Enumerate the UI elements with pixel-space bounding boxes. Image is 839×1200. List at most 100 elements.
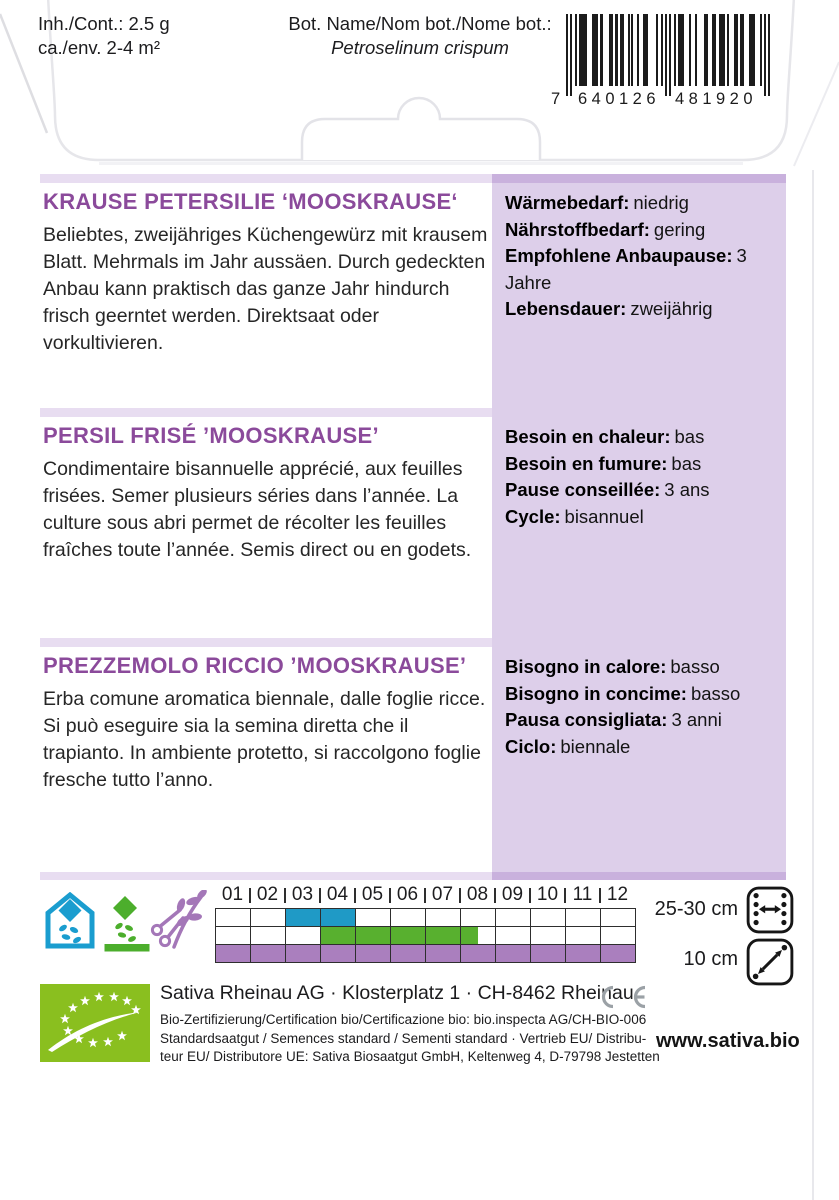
plant-spacing-label: 10 cm <box>683 948 738 970</box>
barcode-bar <box>750 14 754 86</box>
certification-text: Bio-Zertifizierung/Certification bio/Cer… <box>160 1011 660 1067</box>
barcode-bar <box>636 14 640 86</box>
barcode-bar <box>600 14 603 86</box>
calendar-cell <box>425 908 460 926</box>
barcode-bar <box>718 14 721 86</box>
fact-row: Pause conseillée: 3 ans <box>505 479 710 500</box>
barcode-bar <box>695 14 698 86</box>
calendar-cell <box>390 926 425 944</box>
calendar-cell <box>285 944 320 962</box>
plant-spacing-icon <box>746 938 794 986</box>
company-address: Sativa Rheinau AG · Klosterplatz 1 · CH-… <box>160 982 634 1004</box>
barcode-bar <box>740 14 743 86</box>
fact-row: Empfohlene Anbaupause: 3 Jahre <box>505 245 747 293</box>
barcode-bar <box>574 14 577 86</box>
calendar-month-label: 05 <box>354 884 390 908</box>
calendar-cell <box>355 944 390 962</box>
calendar-month-label: 06 <box>389 884 425 908</box>
section-divider <box>40 174 492 183</box>
section-body-de: Beliebtes, zweijähriges Küchengewürz mit… <box>43 224 488 354</box>
calendar-month-label: 03 <box>284 884 320 908</box>
direct-sowing-icon <box>104 896 150 952</box>
calendar-cell <box>495 926 530 944</box>
calendar-cell <box>530 926 565 944</box>
barcode: 7 640126 481920 <box>551 14 772 112</box>
section-body-it: Erba comune aromatica biennale, dalle fo… <box>43 688 486 791</box>
barcode-bar <box>727 14 730 86</box>
calendar-months: 01 02 03 04 05 06 07 08 09 10 11 12 <box>215 884 635 908</box>
section-divider <box>40 872 492 880</box>
section-title-fr: PERSIL FRISÉ ’MOOSKRAUSE’ <box>43 423 379 448</box>
coverage-area: ca./env. 2-4 m² <box>38 37 161 58</box>
calendar-month-label: 02 <box>249 884 285 908</box>
calendar-cell <box>600 908 635 926</box>
barcode-bar <box>630 14 633 86</box>
calendar-cell <box>355 926 390 944</box>
barcode-bar <box>615 14 618 86</box>
section-divider <box>40 408 492 417</box>
barcode-digit-first: 7 <box>551 90 561 108</box>
harvest-scissors-icon <box>150 890 207 949</box>
calendar-cell <box>460 944 495 962</box>
calendar-cell <box>215 926 250 944</box>
calendar-month-label: 07 <box>424 884 460 908</box>
row-spacing-icon <box>746 886 794 934</box>
fact-row: Pausa consigliata: 3 anni <box>505 709 722 730</box>
facts-panel <box>492 174 786 880</box>
certification-line: Bio-Zertifizierung/Certification bio/Cer… <box>160 1012 647 1027</box>
fact-row: Besoin en chaleur: bas <box>505 426 705 447</box>
botanical-name-block: Bot. Name/Nom bot./Nome bot.: Petroselin… <box>250 12 590 60</box>
facts-fr: Besoin en chaleur: bas Besoin en fumure: b… <box>505 424 781 530</box>
calendar-cell <box>530 908 565 926</box>
row-spacing-label: 25-30 cm <box>654 898 738 920</box>
calendar-cell <box>530 944 565 962</box>
barcode-bar <box>645 14 648 86</box>
calendar-cell <box>565 944 600 962</box>
calendar-cell <box>600 926 635 944</box>
calendar-cell <box>250 926 285 944</box>
barcode-bar <box>591 14 594 86</box>
barcode-bar <box>673 14 676 86</box>
barcode-bar <box>733 14 736 86</box>
calendar-bar-sowing-direct <box>320 926 478 944</box>
calendar-grid <box>215 908 636 963</box>
barcode-bar <box>609 14 612 86</box>
barcode-bar <box>656 14 659 86</box>
barcode-bar <box>703 14 706 86</box>
botanical-name-label: Bot. Name/Nom bot./Nome bot.: <box>288 13 552 34</box>
fact-row: Besoin en fumure: bas <box>505 452 702 474</box>
botanical-name-value: Petroselinum crispum <box>331 37 509 58</box>
barcode-bar <box>768 14 771 96</box>
barcode-bar <box>735 14 738 86</box>
calendar-cell <box>250 908 285 926</box>
barcode-bar <box>611 14 614 86</box>
barcode-bar <box>688 14 691 86</box>
barcode-bar <box>643 14 646 86</box>
fact-row: Bisogno in calore: basso <box>505 656 720 677</box>
barcode-bar <box>578 14 582 86</box>
barcode-bar <box>753 14 756 86</box>
barcode-bar <box>619 14 622 86</box>
barcode-bar <box>566 14 569 96</box>
barcode-digits-left: 640126 <box>575 90 663 109</box>
calendar-month-label: 11 <box>564 884 600 908</box>
calendar-cell <box>600 944 635 962</box>
fact-row: Cycle: bisannuel <box>505 505 644 527</box>
calendar-cell <box>250 944 285 962</box>
barcode-bar <box>596 14 599 86</box>
calendar-month-label: 01 <box>221 884 244 905</box>
barcode-bar <box>585 14 588 86</box>
calendar-cell <box>320 944 355 962</box>
barcode-bar <box>677 14 680 86</box>
barcode-bar <box>621 14 625 86</box>
calendar-month-label: 04 <box>319 884 355 908</box>
barcode-bar <box>722 14 726 86</box>
calendar-month-label: 08 <box>459 884 495 908</box>
barcode-digits-right: 481920 <box>672 90 760 109</box>
calendar-cell <box>460 926 495 944</box>
section-body-fr: Condimentaire bisannuelle apprécié, aux … <box>43 458 472 561</box>
barcode-bar <box>593 14 597 86</box>
content-info: Inh./Cont.: 2.5 g ca./env. 2-4 m² <box>38 12 170 60</box>
barcode-bar <box>679 14 683 86</box>
